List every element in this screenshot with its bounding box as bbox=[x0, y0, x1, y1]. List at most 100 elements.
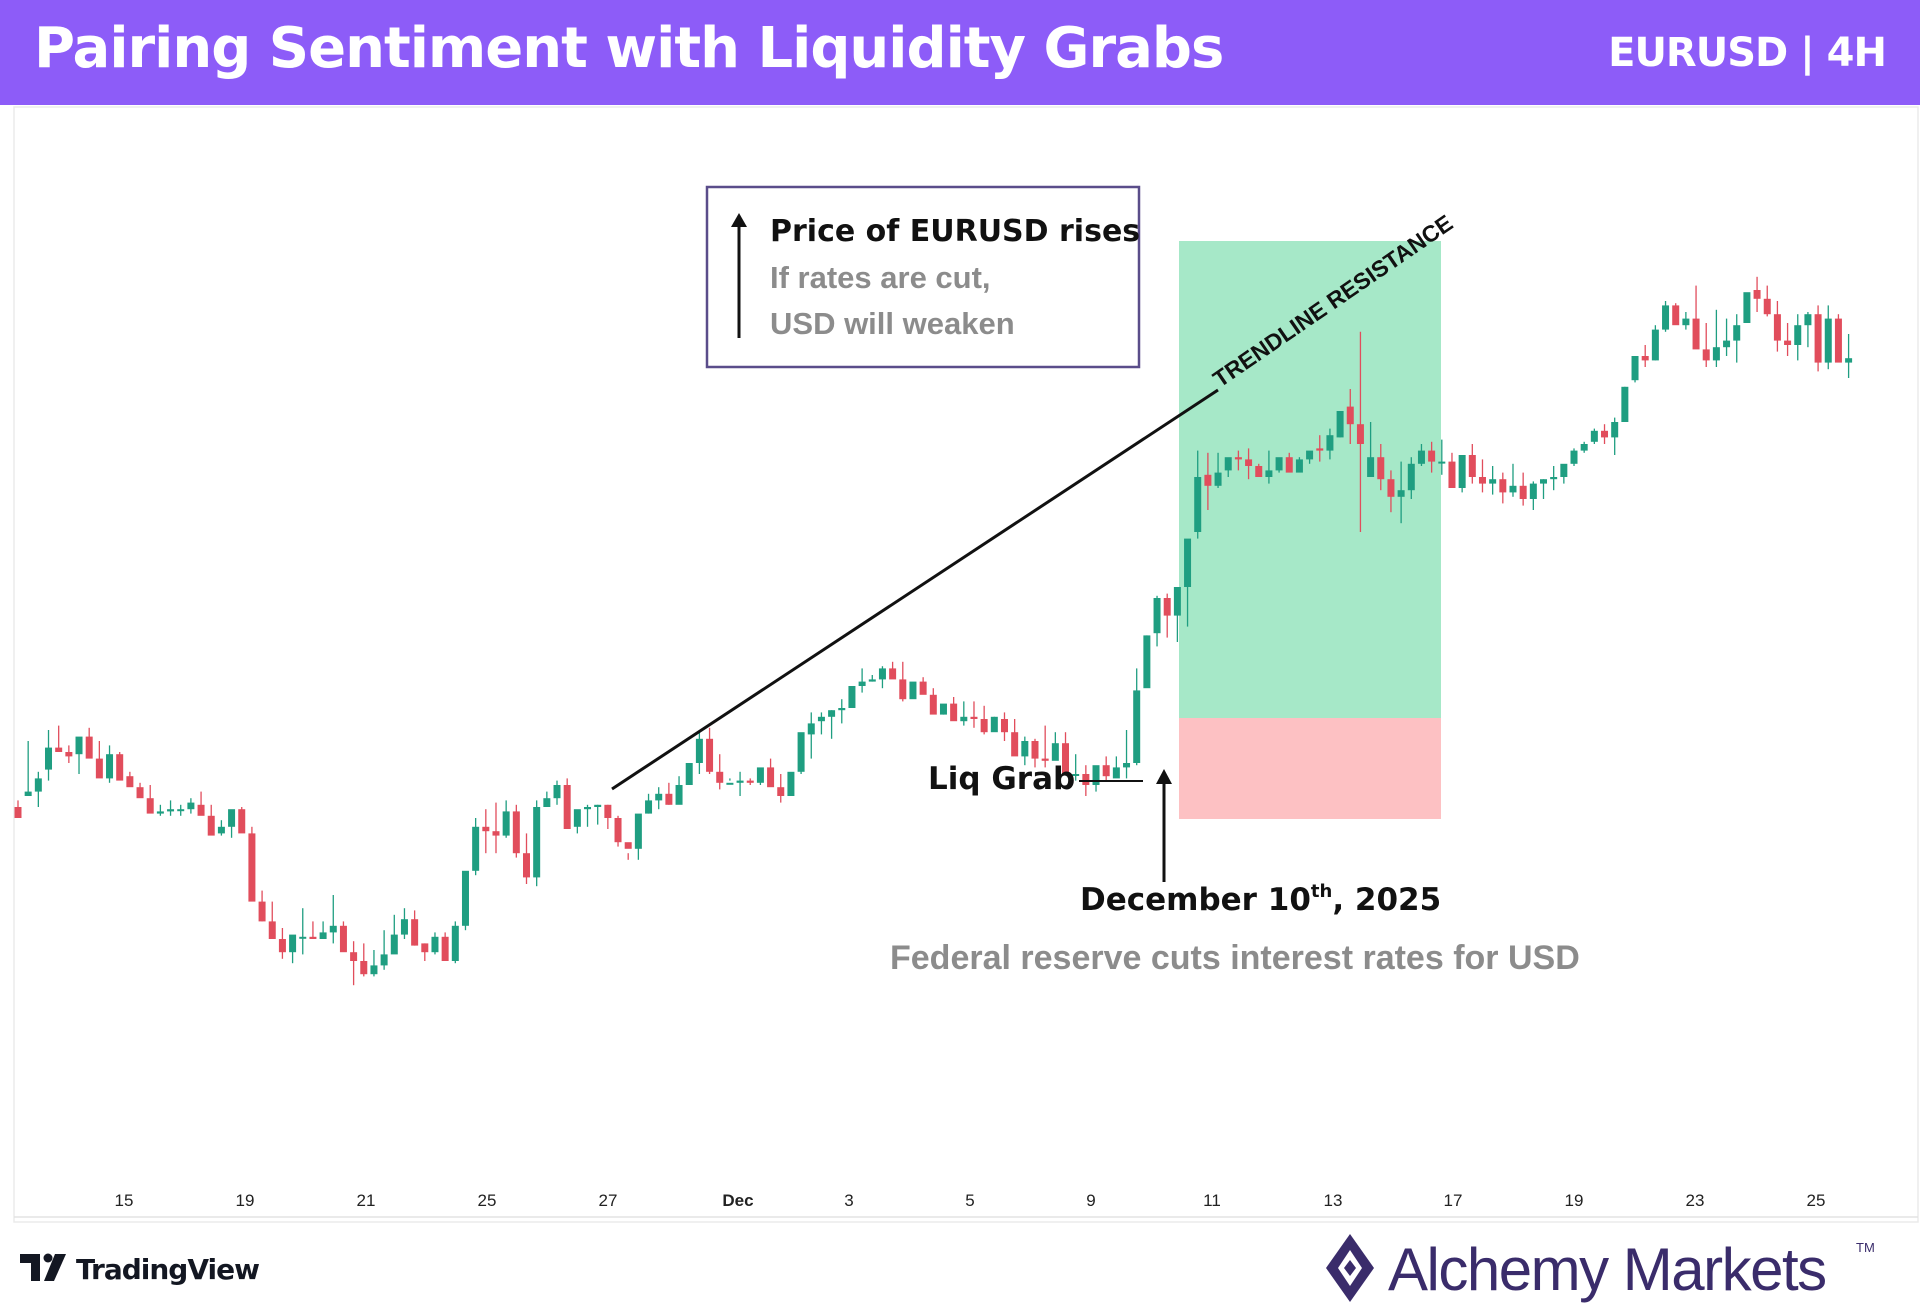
candle-body bbox=[878, 668, 886, 680]
candle bbox=[1550, 466, 1558, 491]
candle bbox=[146, 785, 154, 814]
candle-body bbox=[665, 793, 673, 805]
candle-body bbox=[553, 785, 561, 799]
candle-body bbox=[197, 804, 205, 816]
candle bbox=[482, 809, 490, 854]
candle-body bbox=[187, 802, 195, 810]
candle-body bbox=[319, 932, 327, 939]
candle-body bbox=[929, 694, 937, 715]
candle bbox=[1682, 312, 1690, 330]
candle-body bbox=[1519, 485, 1527, 499]
candle bbox=[1153, 595, 1161, 647]
candle bbox=[1367, 422, 1375, 477]
candle-body bbox=[706, 738, 714, 772]
candle bbox=[228, 809, 236, 838]
candle-body bbox=[1601, 430, 1609, 438]
candle bbox=[828, 710, 836, 739]
candle-body bbox=[1834, 318, 1842, 363]
candle bbox=[1316, 435, 1324, 462]
candle bbox=[797, 732, 805, 774]
candle bbox=[431, 932, 439, 955]
x-tick-label: 19 bbox=[236, 1191, 255, 1210]
trademark-mark: TM bbox=[1856, 1240, 1875, 1255]
candle-body bbox=[217, 826, 225, 834]
candle-body bbox=[685, 763, 693, 785]
candle bbox=[1672, 303, 1680, 326]
candle-body bbox=[1417, 450, 1425, 464]
candle-body bbox=[1173, 587, 1181, 616]
liq-grab-label: Liq Grab bbox=[928, 761, 1075, 797]
candle bbox=[34, 771, 42, 807]
candle bbox=[573, 809, 581, 834]
candle bbox=[929, 688, 937, 715]
x-tick-label: 27 bbox=[599, 1191, 618, 1210]
candle-body bbox=[339, 925, 347, 953]
candle bbox=[1092, 765, 1100, 792]
candle-body bbox=[1387, 479, 1395, 497]
candle-body bbox=[1377, 457, 1385, 480]
candle bbox=[736, 771, 744, 796]
candlestick-chart: TRENDLINE RESISTANCE Price of EURUSD ris… bbox=[13, 106, 1919, 1223]
candle bbox=[655, 787, 663, 810]
candle bbox=[289, 934, 297, 964]
candle bbox=[1468, 444, 1476, 484]
candle-body bbox=[1804, 314, 1812, 326]
candle-body bbox=[838, 708, 846, 711]
candle bbox=[675, 776, 683, 805]
candle-body bbox=[411, 919, 419, 946]
candle-body bbox=[1184, 538, 1192, 587]
candle bbox=[909, 681, 917, 700]
candle bbox=[106, 745, 114, 783]
candle bbox=[177, 804, 185, 816]
candle-body bbox=[1712, 347, 1720, 361]
candle bbox=[461, 870, 469, 931]
candle-body bbox=[1011, 732, 1019, 757]
candle bbox=[1560, 463, 1568, 484]
candle-body bbox=[1234, 457, 1242, 460]
candle bbox=[1041, 725, 1049, 768]
candle bbox=[889, 661, 897, 680]
candle bbox=[838, 699, 846, 724]
candle bbox=[167, 800, 175, 816]
profit-zone bbox=[1179, 241, 1441, 718]
candle bbox=[1062, 732, 1070, 774]
candle-body bbox=[675, 785, 683, 805]
candle-body bbox=[1346, 406, 1354, 425]
candle bbox=[980, 705, 988, 735]
candle bbox=[329, 895, 337, 944]
candle bbox=[390, 914, 398, 955]
candle-body bbox=[736, 780, 744, 783]
candle-body bbox=[1397, 490, 1405, 497]
candle-body bbox=[1092, 765, 1100, 785]
candle bbox=[1753, 276, 1761, 312]
candle bbox=[24, 741, 32, 796]
candle-body bbox=[350, 952, 358, 961]
candle-body bbox=[75, 736, 83, 755]
candle-body bbox=[390, 934, 398, 955]
candle bbox=[1184, 538, 1192, 627]
candle bbox=[1814, 305, 1822, 372]
candle bbox=[523, 833, 530, 884]
candle bbox=[1794, 314, 1802, 361]
candle-body bbox=[1062, 743, 1070, 774]
candle bbox=[1824, 305, 1832, 370]
candle bbox=[1631, 356, 1639, 383]
candle-body bbox=[1021, 741, 1029, 757]
candle-body bbox=[55, 747, 63, 752]
candles-group bbox=[14, 276, 1853, 986]
candle-body bbox=[909, 681, 917, 700]
candle bbox=[126, 771, 134, 788]
candle bbox=[990, 716, 998, 733]
candle bbox=[1407, 457, 1415, 499]
candle-body bbox=[858, 681, 866, 686]
candle bbox=[767, 758, 775, 788]
x-tick-label: 23 bbox=[1686, 1191, 1705, 1210]
candle-body bbox=[1336, 411, 1344, 438]
alchemy-markets-wordmark: Alchemy Markets bbox=[1388, 1236, 1826, 1303]
candle bbox=[1377, 444, 1385, 491]
candle bbox=[746, 778, 754, 785]
candle bbox=[1163, 593, 1171, 638]
candle bbox=[1306, 450, 1314, 464]
candle-body bbox=[1245, 459, 1253, 466]
candle bbox=[1275, 457, 1283, 473]
